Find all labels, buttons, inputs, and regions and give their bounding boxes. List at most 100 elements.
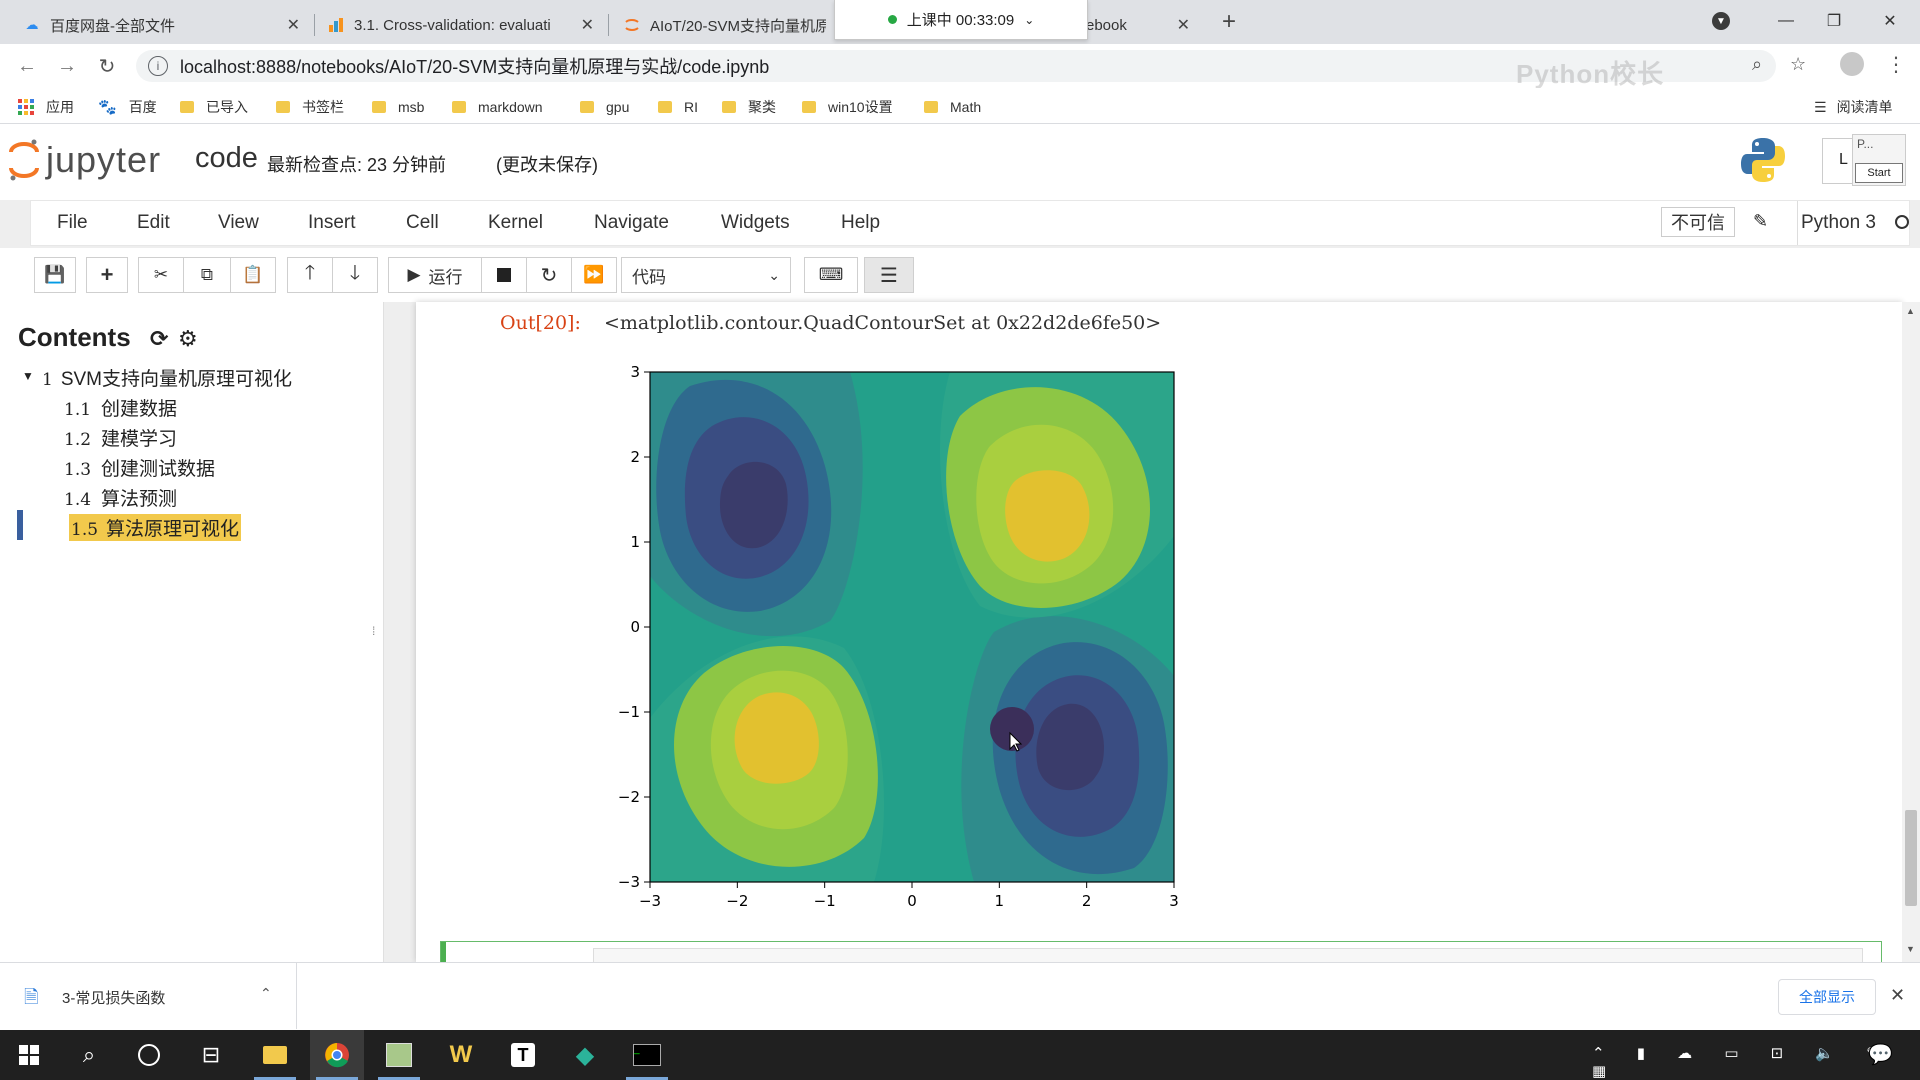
copy-button[interactable]: ⧉ [183, 257, 231, 293]
bookmark-star-icon[interactable]: ☆ [1790, 54, 1807, 74]
menu-insert[interactable]: Insert [308, 212, 356, 233]
chrome-icon[interactable] [310, 1030, 364, 1080]
new-tab-button[interactable]: + [1222, 8, 1237, 35]
gear-icon[interactable]: ⚙ [178, 326, 198, 351]
scroll-up-icon[interactable]: ▲ [1906, 306, 1915, 316]
menu-cell[interactable]: Cell [406, 212, 439, 233]
popup-widget[interactable]: P... Start [1852, 134, 1906, 186]
toc-item-1-2[interactable]: 1.2 建模学习 [64, 424, 177, 451]
notification-icon[interactable]: 💬 [1868, 1044, 1893, 1066]
bookmark-folder[interactable]: Math [924, 96, 981, 118]
toc-num: 1.5 [71, 520, 99, 540]
paste-button[interactable]: 📋 [230, 257, 276, 293]
next-cell[interactable] [440, 941, 1882, 963]
menu-view[interactable]: View [218, 212, 259, 233]
bookmark-folder[interactable]: gpu [580, 96, 629, 118]
close-icon[interactable]: ✕ [1890, 985, 1906, 1005]
bookmark-folder[interactable]: markdown [452, 96, 543, 118]
typora-icon[interactable]: T [496, 1030, 550, 1080]
jupyter-logo[interactable]: jupyter [8, 138, 161, 182]
trust-button[interactable]: 不可信 [1661, 207, 1735, 237]
close-icon[interactable]: ✕ [286, 17, 300, 34]
bookmark-folder[interactable]: 已导入 [180, 96, 248, 118]
save-button[interactable]: 💾 [34, 257, 76, 293]
show-all-button[interactable]: 全部显示 [1778, 979, 1876, 1015]
forward-button[interactable]: → [57, 54, 77, 77]
scroll-down-icon[interactable]: ▼ [1906, 944, 1915, 954]
more-menu-icon[interactable]: ⋮ [1886, 54, 1906, 76]
toc-item-1-3[interactable]: 1.3 创建测试数据 [64, 454, 215, 481]
download-item[interactable]: 🗎 3-常见损失函数 ⌃ [0, 963, 297, 1029]
close-icon[interactable]: ✕ [580, 17, 594, 34]
toc-toggle-button[interactable]: ☰ [864, 257, 914, 293]
vertical-scrollbar[interactable]: ▲ ▼ [1902, 302, 1920, 962]
menu-file[interactable]: File [57, 212, 88, 233]
kernel-name[interactable]: Python 3 [1801, 212, 1876, 233]
reload-button[interactable]: ↻ [98, 55, 116, 78]
interrupt-button[interactable] [481, 257, 527, 293]
chevron-up-icon[interactable]: ⌃ [260, 985, 272, 1001]
bookmark-folder[interactable]: RI [658, 96, 698, 118]
move-up-button[interactable]: 🡑 [287, 257, 333, 293]
system-tray[interactable]: ⌃ ▮ ☁ ▭ ⊡ 🔈 ✎ ▦ [1592, 1045, 1893, 1080]
bookmark-folder[interactable]: msb [372, 96, 424, 118]
paint-icon[interactable] [372, 1030, 426, 1080]
recording-status[interactable]: 上课中 00:33:09 ⌄ [834, 0, 1088, 40]
restore-button[interactable]: ❐ [1826, 13, 1842, 30]
start-button[interactable]: Start [1855, 163, 1903, 183]
reading-list[interactable]: ☰ 阅读清单 [1814, 96, 1893, 118]
task-view-icon[interactable]: ⊟ [201, 1042, 221, 1067]
bookmark-folder[interactable]: 书签栏 [276, 96, 344, 118]
refresh-icon[interactable]: ⟳ [150, 326, 169, 351]
tab-sklearn[interactable]: 3.1. Cross-validation: evaluati ✕ [316, 6, 606, 44]
cut-button[interactable]: ✂ [138, 257, 184, 293]
menu-navigate[interactable]: Navigate [594, 212, 669, 233]
tab-jupyter[interactable]: AIoT/20-SVM支持向量机原 [612, 6, 838, 44]
minimize-button[interactable]: — [1778, 12, 1794, 29]
menu-help[interactable]: Help [841, 212, 881, 233]
toc-item-1[interactable]: 1 SVM支持向量机原理可视化 [42, 364, 292, 391]
command-palette-button[interactable]: ⌨ [804, 257, 858, 293]
bookmark-apps[interactable]: 应用 [18, 96, 74, 118]
bookmark-folder[interactable]: 聚类 [722, 96, 776, 118]
notebook-name[interactable]: code [195, 142, 258, 174]
menu-kernel[interactable]: Kernel [488, 212, 543, 233]
active-indicator [17, 510, 23, 540]
search-icon[interactable]: ⌕ [82, 1042, 96, 1067]
toc-item-1-5[interactable]: 1.5 算法原理可视化 [69, 514, 242, 541]
wps-icon[interactable]: W [449, 1041, 473, 1068]
close-icon[interactable]: ✕ [1176, 17, 1190, 34]
url-text[interactable]: localhost:8888/notebooks/AIoT/20-SVM支持向量… [180, 57, 770, 77]
tab-baidu[interactable]: ☁ 百度网盘-全部文件 ✕ [12, 6, 312, 44]
tab-search-icon[interactable]: ▼ [1712, 12, 1730, 30]
start-icon[interactable] [2, 1030, 56, 1080]
terminal-icon[interactable]: _ [620, 1030, 674, 1080]
cortana-icon[interactable] [122, 1030, 176, 1080]
insert-cell-button[interactable]: + [86, 257, 128, 293]
toc-item-1-1[interactable]: 1.1 创建数据 [64, 394, 177, 421]
menu-widgets[interactable]: Widgets [721, 212, 790, 233]
info-icon[interactable]: i [148, 56, 168, 76]
restart-button[interactable]: ↻ [526, 257, 572, 293]
run-button[interactable]: ▶ 运行 [388, 257, 482, 293]
cell-type-select[interactable]: 代码 ⌄ [621, 257, 791, 293]
toc-item-1-4[interactable]: 1.4 算法预测 [64, 484, 177, 511]
menu-edit[interactable]: Edit [137, 212, 170, 233]
address-bar[interactable]: i localhost:8888/notebooks/AIoT/20-SVM支持… [136, 50, 1776, 82]
close-window-button[interactable]: ✕ [1883, 13, 1897, 30]
zoom-icon[interactable]: ⌕ [1752, 54, 1763, 74]
resize-handle-icon[interactable]: ⁞ [372, 624, 376, 638]
tab-ebook[interactable]: ebook ✕ [1082, 6, 1202, 44]
code-input[interactable] [593, 948, 1863, 963]
profile-avatar[interactable] [1840, 52, 1864, 76]
bookmark-folder[interactable]: win10设置 [802, 96, 893, 118]
media-player-icon[interactable]: ◆ [575, 1041, 595, 1069]
caret-down-icon[interactable]: ▼ [22, 369, 34, 383]
pencil-icon[interactable]: ✎ [1753, 211, 1769, 231]
scrollbar-thumb[interactable] [1905, 810, 1917, 906]
file-explorer-icon[interactable] [248, 1030, 302, 1080]
restart-run-all-button[interactable]: ⏩ [571, 257, 617, 293]
back-button[interactable]: ← [17, 54, 37, 77]
bookmark-baidu[interactable]: 🐾 百度 [98, 96, 157, 118]
move-down-button[interactable]: 🡓 [332, 257, 378, 293]
